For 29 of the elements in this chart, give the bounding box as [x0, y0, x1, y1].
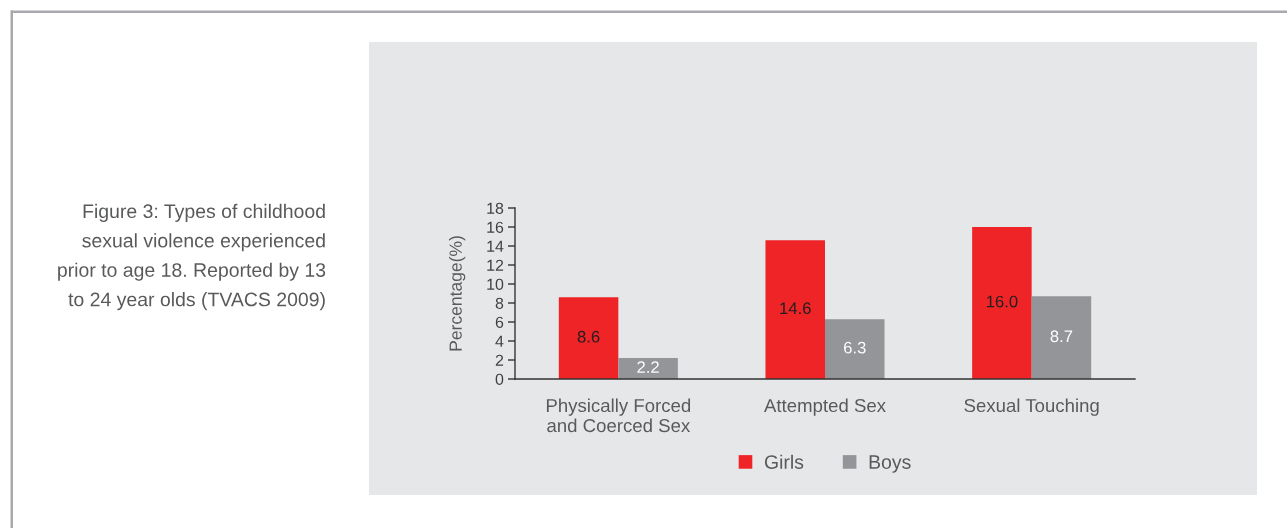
legend-label: Boys	[869, 455, 911, 473]
y-tick-label: 8	[495, 297, 504, 309]
data-label: 16.0	[986, 295, 1018, 308]
bar	[618, 358, 678, 379]
data-label: 6.3	[844, 341, 866, 354]
data-label: 14.6	[780, 302, 811, 315]
y-axis-title: Percentage(%)	[448, 236, 466, 351]
data-label: 2.2	[637, 361, 659, 373]
bar	[1031, 296, 1092, 379]
data-label: 8.7	[1050, 330, 1073, 343]
x-tick-label: Sexual Touching	[964, 398, 1099, 416]
y-tick-label: 18	[487, 202, 504, 214]
x-tick-label: Physically Forced and Coerced Sex	[546, 398, 691, 433]
y-tick-label: 0	[495, 373, 504, 385]
y-tick-label: 14	[487, 240, 504, 252]
bar	[825, 319, 885, 379]
y-tick-label: 12	[487, 259, 504, 271]
y-tick-label: 10	[487, 278, 504, 290]
legend-label: Girls	[764, 454, 804, 469]
y-tick-label: 2	[495, 354, 504, 366]
y-tick-label: 6	[495, 316, 504, 328]
bar	[972, 227, 1032, 379]
data-label: 8.6	[577, 330, 600, 343]
bar	[765, 240, 825, 379]
x-tick-label: Attempted Sex	[764, 398, 886, 416]
y-tick-label: 4	[495, 335, 504, 347]
bar	[558, 297, 619, 379]
y-tick-label: 16	[487, 221, 504, 233]
text: Figure 3: Types of childhood sexual violence experienced prior to age 18. Reported by 13 to 24 year olds (TVACS 2009)	[58, 203, 326, 311]
